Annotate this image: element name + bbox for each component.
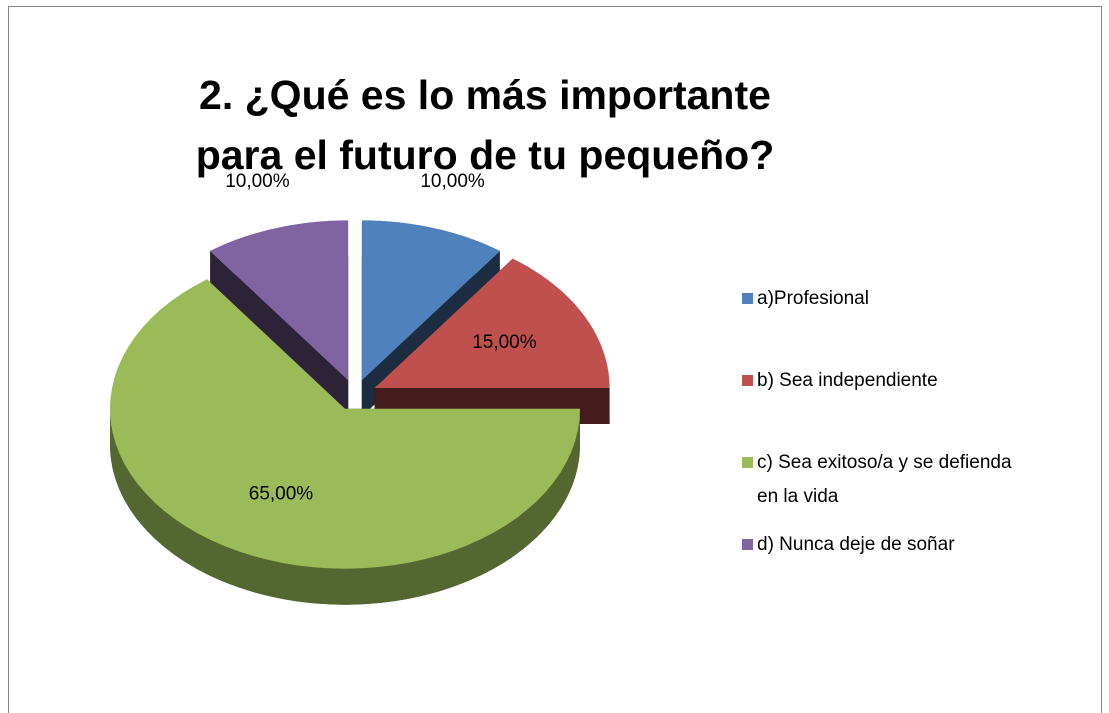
slice <box>210 220 349 381</box>
legend-swatch <box>742 375 753 386</box>
legend-swatch <box>742 457 753 468</box>
data-label: 65,00% <box>249 483 314 504</box>
legend-item: c) Sea exitoso/a y se defienda en la vid… <box>742 446 1092 514</box>
legend-label: d) Nunca deje de soñar <box>757 534 955 555</box>
slice <box>110 279 580 569</box>
legend-item: a)Profesional <box>742 282 1092 316</box>
legend-swatch <box>742 293 753 304</box>
chart-title: 2. ¿Qué es lo más importante para el fut… <box>195 72 775 178</box>
slice <box>374 258 610 388</box>
data-label: 10,00% <box>420 171 485 192</box>
slice <box>361 220 500 381</box>
chart-frame <box>8 6 1102 713</box>
data-label: 10,00% <box>225 171 290 192</box>
legend-label: b) Sea independiente <box>757 370 938 391</box>
legend-swatch <box>742 539 753 550</box>
legend: a)Profesional b) Sea independiente c) Sea … <box>742 282 1092 610</box>
legend-item: d) Nunca deje de soñar <box>742 528 1092 562</box>
legend-label: a)Profesional <box>757 288 869 309</box>
slice-side <box>110 408 580 605</box>
legend-label: c) Sea exitoso/a y se defienda en la vid… <box>757 452 1012 507</box>
data-label: 15,00% <box>472 332 537 353</box>
legend-item: b) Sea independiente <box>742 364 1092 398</box>
slice-wall <box>210 250 349 417</box>
